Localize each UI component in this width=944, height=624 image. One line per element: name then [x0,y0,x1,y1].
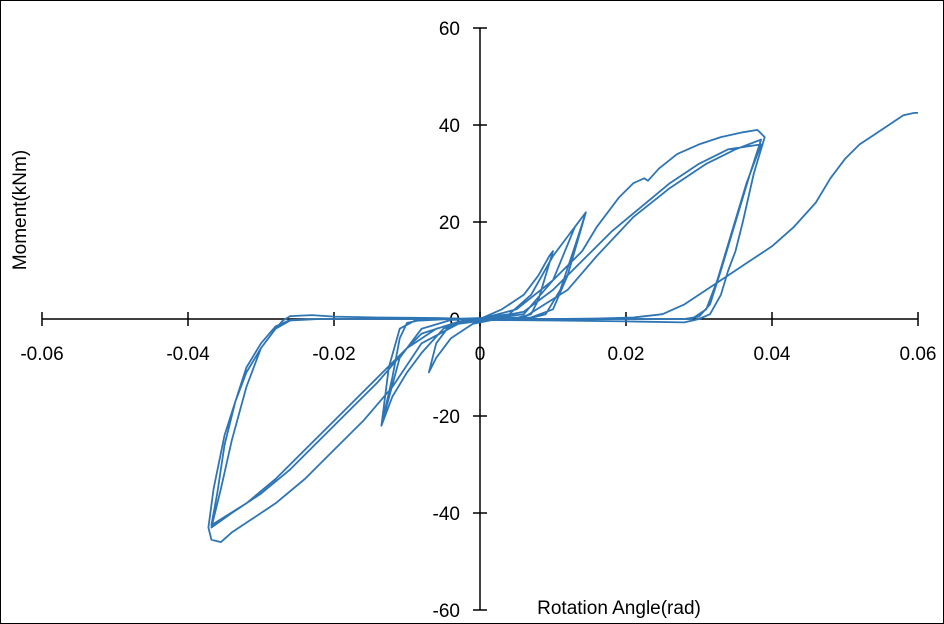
x-tick-label: 0.06 [900,344,937,365]
y-tick-label: -60 [433,601,460,622]
y-tick-label: 20 [439,213,460,234]
x-tick-label: -0.04 [166,344,210,365]
x-tick-label: 0.02 [608,344,645,365]
y-tick-label: 40 [439,116,460,137]
y-axis-title: Moment(kNm) [10,150,31,270]
series-line [207,112,918,543]
y-axis-ticks: -60 -40 -20 0 20 40 60 [433,19,487,622]
y-tick-label: 60 [439,19,460,40]
x-axis-title: Rotation Angle(rad) [537,598,701,619]
x-tick-label: -0.02 [312,344,355,365]
plot-area: -0.06 -0.04 -0.02 0 0.02 0.04 0.06 -60 -40 -20 0 2… [10,19,936,622]
x-tick-label: 0 [475,344,486,365]
x-tick-label: -0.06 [20,344,63,365]
x-axis-ticks: -0.06 -0.04 -0.02 0 0.02 0.04 0.06 [20,312,936,365]
y-tick-label: -20 [433,407,460,428]
series-group [207,112,918,543]
y-tick-label: -40 [433,504,460,525]
x-tick-label: 0.04 [754,344,791,365]
